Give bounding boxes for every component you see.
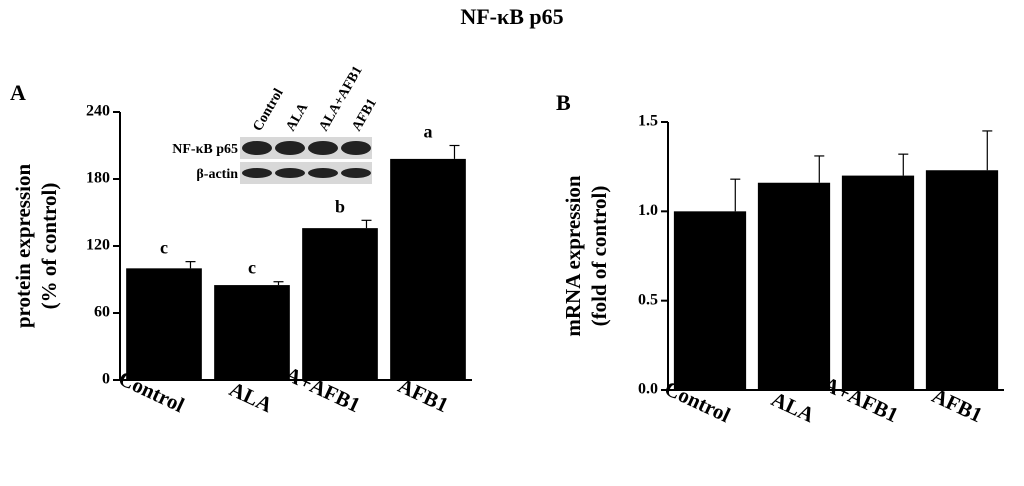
blot-band	[308, 141, 338, 155]
significance-label: c	[160, 238, 168, 258]
bar	[390, 158, 466, 380]
blot-band	[242, 141, 272, 155]
blot-band	[275, 168, 305, 178]
x-tick-label: ALA	[226, 377, 277, 418]
figure-title: NF-κB p65	[460, 4, 563, 29]
blot-band	[341, 168, 371, 178]
blot-band	[341, 141, 371, 155]
bar	[126, 268, 202, 380]
y-tick-label: 120	[86, 237, 110, 254]
x-tick-label: ALA	[768, 387, 819, 428]
y-tick-label: 180	[86, 170, 110, 187]
bar	[673, 211, 747, 390]
y-tick-label: 1.5	[638, 113, 658, 130]
significance-label: b	[335, 196, 345, 216]
blot-band	[275, 141, 305, 155]
lane-label: ALA	[283, 100, 311, 134]
y-tick-label: 0.0	[638, 381, 658, 398]
blot-row-label: NF-κB p65	[172, 142, 238, 157]
significance-label: a	[424, 122, 433, 142]
y-tick-label: 1.0	[638, 202, 658, 219]
y-tick-label: 60	[94, 304, 110, 321]
panel-label: B	[556, 90, 571, 115]
y-tick-label: 0	[102, 371, 110, 388]
bar	[841, 175, 915, 390]
bar	[214, 285, 290, 380]
blot-band	[242, 168, 272, 178]
bar	[757, 182, 831, 390]
blot-band	[308, 168, 338, 178]
blot-strip	[240, 137, 372, 159]
y-axis-label: (% of control)	[37, 183, 61, 310]
lane-label: Control	[250, 86, 286, 134]
bar	[302, 228, 378, 380]
bar	[925, 170, 999, 390]
lane-label: AFB1	[349, 96, 379, 134]
y-tick-label: 0.5	[638, 291, 658, 308]
blot-strip	[240, 162, 372, 184]
significance-label: c	[248, 258, 256, 278]
y-tick-label: 240	[86, 103, 110, 120]
blot-row-label: β-actin	[196, 167, 238, 182]
y-axis-label: protein expression	[11, 164, 35, 329]
panel-label: A	[10, 80, 26, 105]
y-axis-label: (fold of control)	[587, 186, 611, 327]
y-axis-label: mRNA expression	[561, 175, 585, 337]
